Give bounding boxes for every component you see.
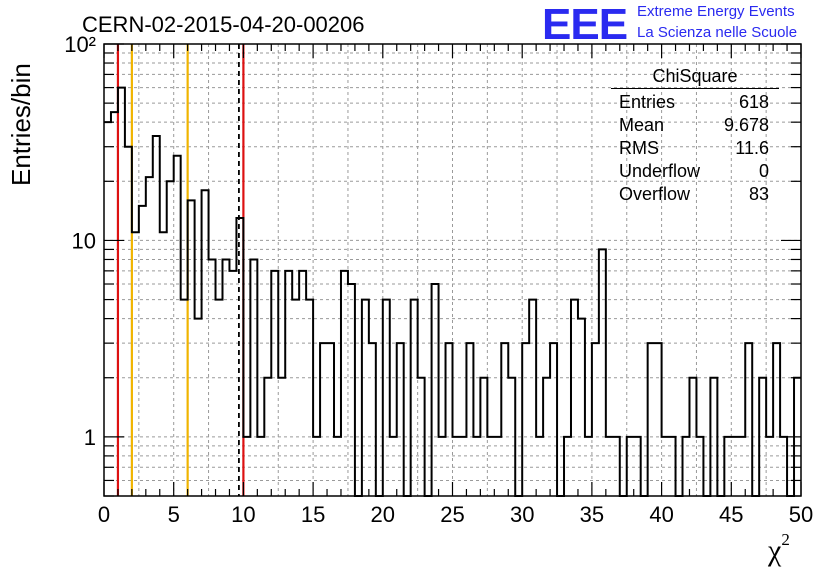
stats-row-rms: RMS 11.6	[611, 137, 779, 160]
y-tick-label: 10	[72, 228, 96, 253]
stats-box: ChiSquare Entries 618 Mean 9.678 RMS 11.6 U…	[611, 66, 779, 206]
stats-value: 9.678	[723, 115, 769, 135]
eee-tagline-1: Extreme Energy Events	[637, 3, 795, 20]
y-tick-label: 1	[84, 425, 96, 450]
stats-label: Overflow	[619, 184, 691, 204]
chart-title: CERN-02-2015-04-20-00206	[82, 12, 365, 37]
stats-row-underflow: Underflow 0	[611, 160, 779, 183]
y-tick-label: 10²	[64, 32, 96, 57]
x-axis-label-symbol: χ	[768, 534, 782, 567]
stats-label: Mean	[619, 115, 665, 135]
x-axis-label-exponent: 2	[781, 530, 790, 549]
stats-row-overflow: Overflow 83	[611, 183, 779, 206]
y-axis-label: Entries/bin	[6, 63, 36, 186]
stats-label: RMS	[619, 138, 659, 158]
axis-tick-labels: 0 5 10 15 20 25 30 35 40 45 50 1 10 10²	[64, 32, 813, 527]
stats-label: Entries	[619, 92, 676, 112]
x-tick-label: 15	[301, 502, 325, 527]
x-tick-label: 35	[580, 502, 604, 527]
eee-logo: EEE	[542, 0, 628, 49]
x-tick-label: 30	[510, 502, 534, 527]
eee-tagline-2: La Scienza nelle Scuole	[637, 24, 798, 41]
stats-row-mean: Mean 9.678	[611, 114, 779, 137]
x-tick-label: 0	[98, 502, 110, 527]
x-tick-label: 45	[719, 502, 743, 527]
stats-value: 11.6	[735, 138, 769, 158]
x-tick-label: 40	[649, 502, 673, 527]
x-axis-label: χ2	[768, 530, 790, 568]
x-tick-label: 5	[168, 502, 180, 527]
stats-value: 618	[738, 92, 769, 112]
x-tick-label: 50	[789, 502, 813, 527]
x-tick-label: 20	[371, 502, 395, 527]
x-tick-label: 10	[231, 502, 255, 527]
stats-value: 0	[758, 161, 769, 181]
axis-ticks	[103, 43, 802, 497]
stats-row-entries: Entries 618	[611, 91, 779, 114]
histogram-line	[104, 86, 801, 497]
stats-box-title: ChiSquare	[611, 66, 779, 89]
stats-label: Underflow	[619, 161, 701, 181]
x-tick-label: 25	[440, 502, 464, 527]
stats-value: 83	[748, 184, 769, 204]
